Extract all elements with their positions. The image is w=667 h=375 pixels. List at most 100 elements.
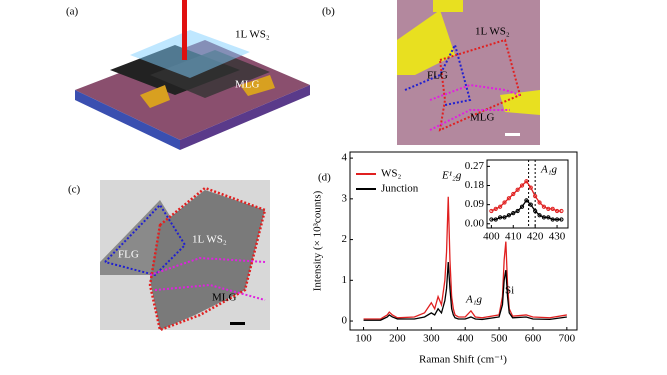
x-tick-label: 100 — [355, 333, 372, 345]
panel-label: (d) — [318, 172, 331, 184]
legend-label: Junction — [381, 183, 419, 195]
point — [550, 217, 555, 222]
x-tick-label: 430 — [549, 231, 566, 243]
panel-label: (a) — [66, 6, 79, 18]
y-tick-label: 1 — [342, 274, 348, 286]
point — [537, 200, 542, 205]
label-flg: FLG — [118, 249, 139, 261]
laser — [182, 0, 187, 60]
plot-frame — [486, 159, 569, 229]
annotation: E¹₂g — [441, 170, 462, 182]
panel-a: (a) 1L WS₂ FLG MLG — [66, 0, 310, 150]
point — [541, 215, 547, 220]
y-tick-label: 0.18 — [465, 179, 485, 191]
point — [537, 213, 542, 218]
point — [515, 187, 520, 192]
panel-c: (c) 1L WS₂ FLG MLG — [68, 180, 270, 332]
point — [541, 204, 547, 209]
panel-label: (c) — [68, 184, 81, 196]
point — [546, 215, 551, 220]
point — [498, 204, 503, 209]
point — [515, 208, 520, 214]
point — [511, 191, 516, 197]
x-tick-label: 600 — [525, 333, 542, 345]
x-tick-label: 400 — [483, 231, 500, 243]
y-tick-label: 2 — [342, 233, 348, 245]
y-tick-label: 0.09 — [465, 198, 485, 210]
ws2-outline — [438, 38, 522, 132]
legend-label: WS₂ — [381, 168, 402, 180]
mlg-outline — [429, 109, 510, 131]
annotation: A₁g — [540, 164, 558, 176]
point — [519, 183, 525, 188]
label-mlg: MLG — [212, 292, 237, 304]
x-tick-label: 500 — [491, 333, 508, 345]
y-tick-label: 0 — [342, 315, 348, 327]
annotation: A₁g — [465, 294, 483, 306]
mlg — [150, 50, 270, 98]
point — [502, 200, 507, 205]
point — [559, 217, 564, 222]
y-tick-label: 4 — [342, 152, 348, 164]
electrode — [240, 75, 275, 96]
point — [519, 204, 525, 209]
point — [528, 185, 533, 190]
ws2-region — [150, 190, 265, 330]
point — [493, 217, 498, 222]
y-axis-label: Intensity (× 10³counts) — [312, 190, 324, 291]
electrode — [397, 10, 455, 75]
x-tick-label: 400 — [457, 333, 474, 345]
point — [502, 215, 507, 220]
panel-label: (b) — [322, 6, 335, 18]
substrate-side — [180, 85, 310, 150]
point — [533, 208, 538, 214]
x-tick-label: 200 — [389, 333, 406, 345]
point — [506, 196, 511, 201]
point — [489, 217, 494, 222]
scale-bar — [230, 322, 245, 325]
electrode — [140, 85, 170, 108]
series-line — [363, 261, 567, 321]
label-mlg: MLG — [235, 79, 260, 91]
label-ws2: 1L WS₂ — [192, 234, 227, 246]
label-ws2: 1L WS₂ — [475, 26, 510, 38]
point — [489, 208, 494, 214]
point — [524, 179, 529, 184]
x-tick-label: 410 — [505, 231, 522, 243]
x-tick-label: 700 — [559, 333, 576, 345]
y-tick-label: 0.27 — [465, 160, 485, 172]
x-tick-label: 300 — [423, 333, 440, 345]
scale-bar — [505, 133, 520, 136]
point — [550, 206, 555, 211]
label-flg: FLG — [427, 70, 448, 82]
point — [511, 211, 516, 216]
panel-b: (b) 1L WS₂ FLG MLG — [322, 0, 540, 145]
series-line — [363, 196, 567, 320]
label-mlg: MLG — [470, 112, 495, 124]
mlg-outline — [149, 256, 266, 276]
ws2-layer — [130, 30, 250, 78]
point — [559, 208, 564, 214]
label-ws2: 1L WS₂ — [235, 29, 270, 41]
electrode — [433, 0, 463, 12]
point — [533, 194, 538, 199]
point — [546, 206, 551, 211]
point — [554, 208, 560, 214]
ws2-outline — [148, 186, 267, 332]
flg-outline — [404, 42, 472, 106]
y-tick-label: 3 — [342, 192, 348, 204]
mlg-outline — [154, 283, 266, 301]
label-flg: FLG — [80, 64, 101, 76]
annotation: Si — [505, 285, 514, 297]
point — [498, 215, 503, 220]
electrode — [500, 90, 540, 115]
y-tick-label: 0.00 — [465, 217, 485, 229]
point — [506, 213, 511, 218]
point — [554, 217, 560, 222]
x-tick-label: 420 — [527, 231, 544, 243]
point — [528, 202, 533, 207]
substrate-side — [75, 90, 180, 150]
x-axis-label: Raman Shift (cm⁻¹) — [419, 354, 507, 366]
point — [493, 206, 498, 211]
flg-outline — [104, 203, 187, 277]
